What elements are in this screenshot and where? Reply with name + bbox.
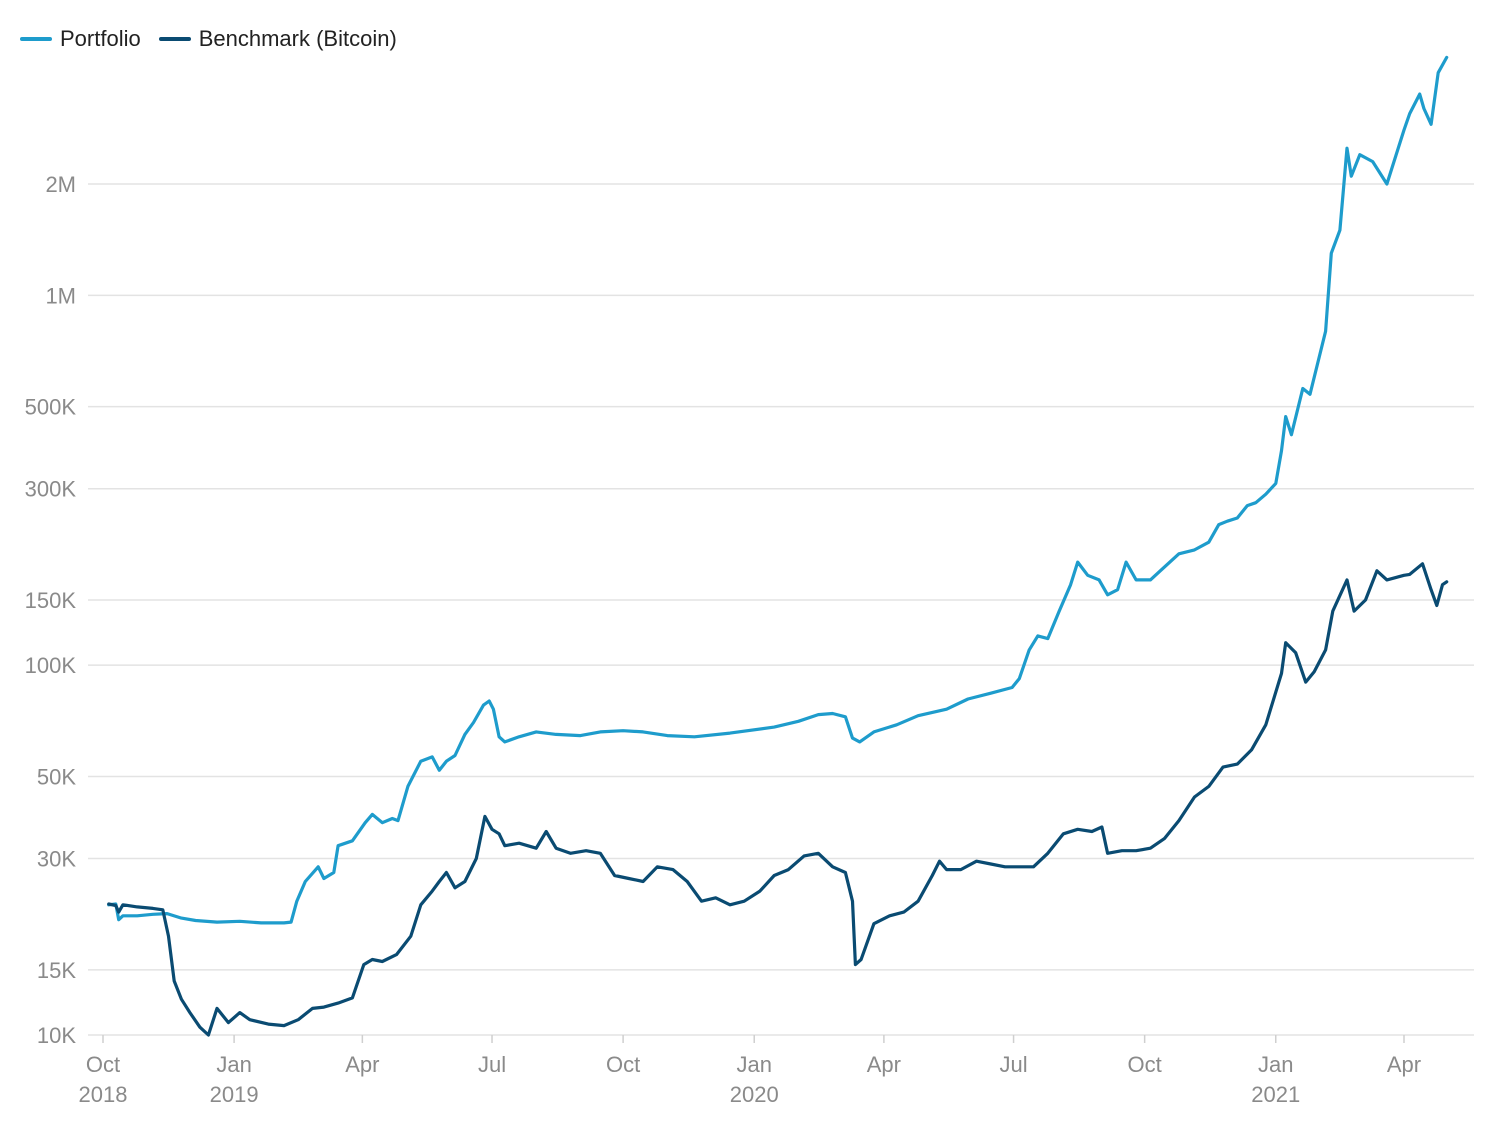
x-tick-year-label: 2021 <box>1251 1082 1300 1107</box>
y-tick-label: 100K <box>25 653 77 678</box>
y-tick-label: 1M <box>45 283 76 308</box>
series-line-portfolio[interactable] <box>107 55 1449 925</box>
chart-legend: Portfolio Benchmark (Bitcoin) <box>20 26 397 52</box>
x-tick-label: Apr <box>345 1052 379 1077</box>
x-tick-label: Oct <box>606 1052 640 1077</box>
x-tick-label: Apr <box>867 1052 901 1077</box>
y-tick-label: 50K <box>37 764 76 789</box>
y-tick-label: 30K <box>37 847 76 872</box>
legend-swatch-benchmark <box>158 37 191 41</box>
y-tick-label: 15K <box>37 958 76 983</box>
series-line-benchmark-bitcoin[interactable] <box>107 562 1449 1037</box>
x-tick-year-label: 2020 <box>730 1082 779 1107</box>
legend-item-portfolio[interactable]: Portfolio <box>20 26 141 52</box>
gridlines <box>88 183 1474 1036</box>
x-axis: Oct 2018 Jan 2019 Apr Jul Oct Jan 2020 Apr Jul Oct J… <box>79 1035 1421 1107</box>
y-tick-label: 150K <box>25 588 77 613</box>
x-tick-label: Jan <box>1258 1052 1293 1077</box>
y-tick-label: 500K <box>25 395 77 420</box>
legend-label-benchmark: Benchmark (Bitcoin) <box>198 26 397 51</box>
x-tick-year-label: 2019 <box>210 1082 259 1107</box>
y-tick-label: 300K <box>25 477 77 502</box>
x-tick-year-label: 2018 <box>79 1082 128 1107</box>
x-tick-label: Jul <box>478 1052 506 1077</box>
series-lines <box>107 55 1449 1037</box>
x-tick-label: Apr <box>1387 1052 1421 1077</box>
x-tick-label: Oct <box>1128 1052 1162 1077</box>
x-tick-label: Jul <box>999 1052 1027 1077</box>
y-tick-label: 2M <box>45 172 76 197</box>
x-tick-label: Jan <box>736 1052 771 1077</box>
x-tick-label: Jan <box>216 1052 251 1077</box>
legend-label-portfolio: Portfolio <box>60 26 141 51</box>
legend-swatch-portfolio <box>20 37 52 41</box>
x-tick-label: Oct <box>86 1052 120 1077</box>
y-tick-label: 10K <box>37 1023 76 1048</box>
y-axis: 10K 15K 30K 50K 100K 150K 300K 500K 1M 2M <box>25 172 77 1048</box>
legend-item-benchmark[interactable]: Benchmark (Bitcoin) <box>158 26 397 52</box>
